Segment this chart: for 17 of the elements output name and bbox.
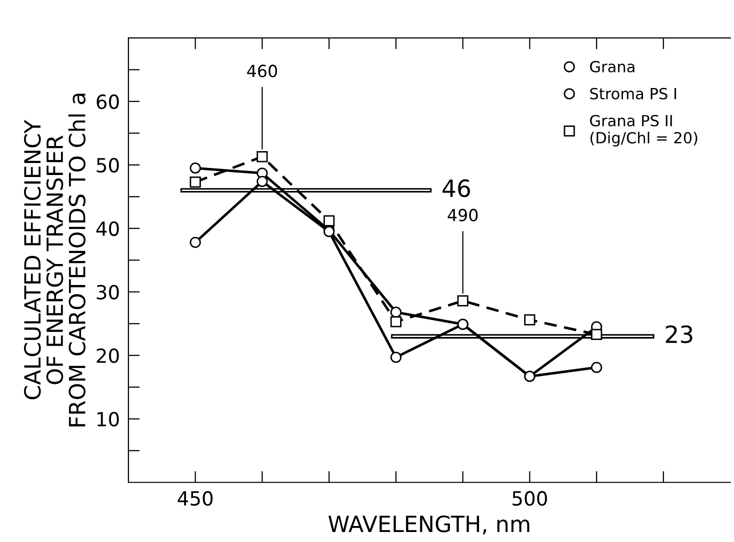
legend-label: Grana: [590, 60, 634, 72]
y-tick-label: 10: [98, 412, 119, 427]
x-axis-title: WAVELENGTH, nm: [328, 515, 530, 535]
y-tick-label: 40: [96, 221, 119, 236]
ref-line-label: 23: [666, 325, 692, 344]
x-tick-label: 500: [512, 491, 547, 506]
x-tick-label: 450: [178, 491, 213, 506]
y-tick-label: 60: [96, 94, 119, 110]
y-tick-label: 50: [96, 158, 119, 173]
y-axis-title: CALCULATED EFFICIENCY OF ENERGY TRANSFER FROM CAROTENOIDS TO Chl a: [24, 94, 86, 426]
y-tick-label: 30: [96, 284, 119, 300]
y-tick-label: 20: [96, 348, 119, 364]
annotation: 490: [448, 208, 478, 222]
annotation: 460: [247, 64, 277, 78]
legend-label: Stroma PS I: [590, 88, 676, 100]
legend-label: Grana PS II (Dig/Chl = 20): [590, 114, 698, 146]
ref-line-label: 46: [442, 179, 470, 198]
